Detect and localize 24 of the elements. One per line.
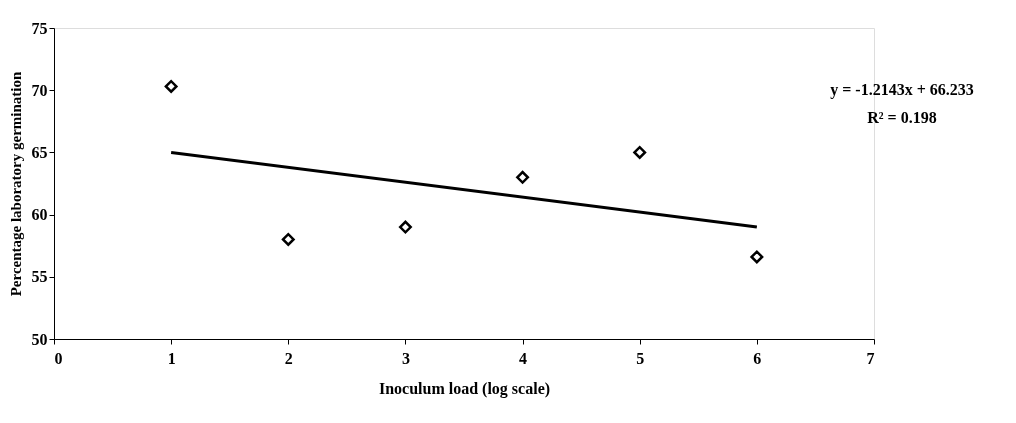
x-tick-label: 3 [401, 349, 410, 367]
y-tick-label: 75 [31, 19, 48, 37]
annotation: R² = 0.198 [867, 109, 937, 126]
point [398, 220, 412, 234]
y-tick-label: 50 [31, 330, 48, 348]
annotation: y = -1.2143x + 66.233 [830, 81, 974, 99]
point [633, 145, 647, 159]
point [516, 170, 530, 184]
y-axis-title: Percentage laboratory germination [7, 71, 24, 297]
x-tick-label: 0 [54, 349, 63, 367]
x-tick-label: 1 [167, 349, 176, 367]
point [164, 79, 178, 93]
y-tick-label: 70 [31, 81, 48, 99]
point [281, 232, 295, 246]
x-tick-label: 4 [519, 349, 528, 367]
point [750, 250, 764, 264]
x-axis-title: Inoculum load (log scale) [378, 379, 551, 398]
x-tick-label: 2 [284, 349, 293, 367]
x-tick-label: 7 [866, 349, 875, 367]
y-tick-label: 60 [31, 206, 48, 224]
x-tick-label: 5 [636, 349, 645, 367]
x-tick-label: 6 [753, 349, 762, 367]
y-tick-label: 65 [31, 143, 48, 161]
y-tick-label: 55 [31, 268, 48, 286]
